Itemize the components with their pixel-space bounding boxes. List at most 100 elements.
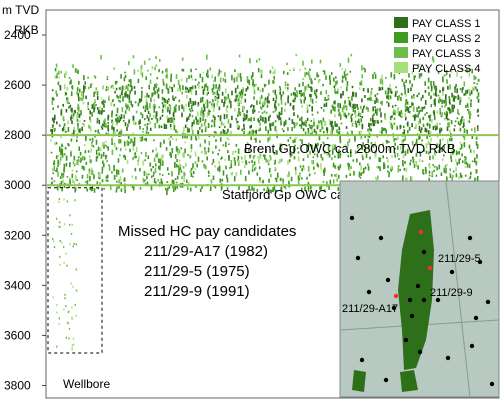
pay-mark bbox=[315, 95, 318, 99]
pay-mark bbox=[442, 87, 444, 92]
pay-mark bbox=[310, 129, 313, 131]
pay-mark bbox=[71, 306, 73, 309]
pay-mark bbox=[182, 152, 184, 157]
pay-mark bbox=[309, 68, 311, 71]
pay-mark bbox=[295, 54, 298, 56]
pay-mark bbox=[474, 76, 477, 80]
pay-mark bbox=[55, 169, 57, 172]
pay-mark bbox=[477, 129, 479, 131]
pay-mark bbox=[116, 107, 119, 114]
pay-mark bbox=[367, 166, 370, 171]
pay-mark bbox=[63, 308, 65, 311]
pay-mark bbox=[372, 117, 374, 123]
pay-mark bbox=[386, 101, 388, 104]
missed-pay-box bbox=[47, 187, 103, 354]
pay-mark bbox=[299, 98, 302, 102]
pay-mark bbox=[145, 76, 147, 81]
pay-mark bbox=[260, 74, 263, 78]
pay-mark bbox=[240, 76, 242, 82]
pay-mark bbox=[406, 101, 409, 105]
pay-mark bbox=[250, 117, 252, 122]
pay-mark bbox=[433, 82, 435, 86]
pay-mark bbox=[60, 110, 63, 116]
pay-mark bbox=[87, 108, 90, 110]
pay-mark bbox=[62, 103, 64, 107]
pay-mark bbox=[476, 125, 479, 129]
pay-mark bbox=[343, 71, 346, 75]
pay-mark bbox=[56, 345, 58, 348]
pay-mark bbox=[244, 165, 246, 169]
pay-mark bbox=[81, 92, 83, 98]
pay-mark bbox=[214, 186, 217, 189]
pay-mark bbox=[339, 103, 341, 109]
pay-mark bbox=[356, 158, 358, 163]
pay-mark bbox=[338, 113, 340, 117]
pay-mark bbox=[419, 73, 421, 77]
pay-mark bbox=[403, 125, 405, 129]
pay-mark bbox=[59, 156, 62, 161]
pay-mark bbox=[90, 83, 93, 86]
pay-mark bbox=[57, 155, 60, 157]
pay-mark bbox=[111, 149, 114, 155]
pay-mark bbox=[245, 160, 247, 164]
pay-mark bbox=[172, 184, 174, 189]
pay-mark bbox=[238, 159, 240, 163]
pay-mark bbox=[155, 64, 158, 67]
pay-mark bbox=[188, 101, 190, 107]
pay-mark bbox=[112, 131, 115, 137]
pay-mark bbox=[77, 103, 80, 109]
pay-mark bbox=[308, 104, 311, 107]
pay-mark bbox=[225, 107, 228, 112]
pay-mark bbox=[250, 75, 253, 80]
pay-mark bbox=[244, 98, 247, 103]
pay-mark bbox=[197, 156, 200, 162]
pay-mark bbox=[387, 87, 389, 91]
pay-mark bbox=[368, 97, 371, 101]
pay-mark bbox=[324, 97, 326, 101]
pay-mark bbox=[163, 123, 166, 129]
pay-mark bbox=[144, 171, 147, 175]
pay-mark bbox=[153, 104, 156, 109]
pay-mark bbox=[109, 185, 112, 190]
pay-mark bbox=[476, 176, 479, 182]
pay-mark bbox=[160, 125, 163, 128]
pay-mark bbox=[213, 103, 215, 109]
pay-mark bbox=[388, 171, 390, 178]
pay-mark bbox=[175, 146, 178, 152]
pay-mark bbox=[477, 92, 480, 97]
pay-mark bbox=[180, 170, 183, 173]
pay-mark bbox=[295, 136, 297, 140]
pay-mark bbox=[152, 105, 155, 109]
pay-mark bbox=[257, 68, 260, 73]
pay-mark bbox=[331, 149, 334, 155]
pay-mark bbox=[414, 75, 416, 78]
pay-mark bbox=[72, 64, 74, 68]
pay-mark bbox=[254, 138, 256, 140]
pay-mark bbox=[186, 94, 188, 99]
pay-mark bbox=[151, 65, 154, 70]
pay-mark bbox=[274, 101, 277, 104]
pay-mark bbox=[339, 63, 342, 67]
pay-mark bbox=[337, 187, 340, 191]
pay-mark bbox=[93, 107, 95, 113]
pay-mark bbox=[342, 111, 345, 117]
pay-mark bbox=[289, 69, 291, 72]
pay-mark bbox=[280, 187, 282, 190]
pay-mark bbox=[218, 161, 220, 165]
pay-mark bbox=[211, 88, 214, 93]
pay-mark bbox=[51, 129, 53, 135]
pay-mark bbox=[379, 166, 381, 172]
legend-label: PAY CLASS 1 bbox=[412, 18, 480, 30]
pay-mark bbox=[466, 103, 469, 108]
pay-mark bbox=[169, 86, 171, 89]
pay-mark bbox=[175, 163, 178, 168]
pay-mark bbox=[280, 100, 283, 105]
pay-mark bbox=[303, 99, 306, 104]
pay-mark bbox=[401, 151, 403, 154]
map-well-marker bbox=[477, 259, 483, 265]
pay-mark bbox=[334, 106, 336, 109]
pay-mark bbox=[418, 112, 420, 115]
pay-mark bbox=[404, 150, 407, 156]
pay-mark bbox=[170, 135, 172, 138]
pay-mark bbox=[71, 223, 73, 226]
